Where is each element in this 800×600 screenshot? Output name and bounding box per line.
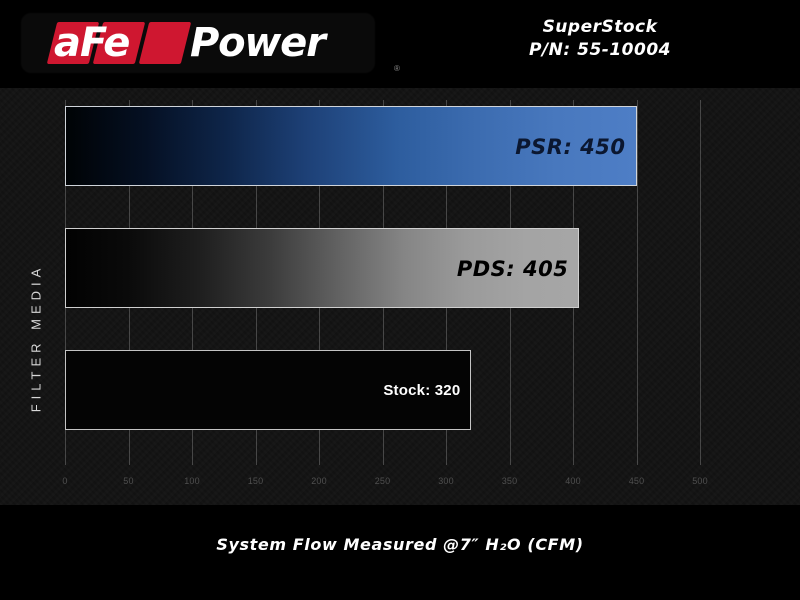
x-tick-label-350: 350 xyxy=(501,476,518,486)
x-tick-label-500: 500 xyxy=(692,476,708,486)
y-axis-title: FILTER MEDIA xyxy=(16,208,56,468)
chart-area: FILTER MEDIA PSR: 450 PDS: 405 Stock: 32… xyxy=(0,88,800,505)
bar-label-psr: PSR: 450 xyxy=(515,135,626,159)
footer-bar: System Flow Measured @7″ H₂O (CFM) xyxy=(0,505,800,600)
x-tick-label-100: 100 xyxy=(184,476,200,486)
plot-region: PSR: 450 PDS: 405 Stock: 320 xyxy=(65,100,701,465)
product-info: SuperStock P/N: 55-10004 xyxy=(430,16,770,62)
product-part-number: P/N: 55-10004 xyxy=(529,40,671,60)
x-tick-label-0: 0 xyxy=(62,476,68,486)
bar-pds[interactable]: PDS: 405 xyxy=(65,228,580,308)
header-bar: aFe Power ® SuperStock P/N: 55-10004 xyxy=(0,0,800,88)
bar-psr[interactable]: PSR: 450 xyxy=(65,106,637,186)
y-axis-title-text: FILTER MEDIA xyxy=(28,263,44,413)
bar-stock[interactable]: Stock: 320 xyxy=(65,350,472,430)
x-tick-label-200: 200 xyxy=(311,476,327,486)
x-tick-label-300: 300 xyxy=(438,476,454,486)
x-axis: 0 50 100 150 200 250 300 350 400 450 500 xyxy=(62,476,707,496)
x-tick-label-450: 450 xyxy=(628,476,645,486)
logo-text-power: Power xyxy=(190,20,326,66)
x-tick-label-250: 250 xyxy=(374,476,391,486)
afe-power-logo: aFe Power ® xyxy=(22,14,400,74)
product-name: SuperStock xyxy=(542,17,658,37)
x-axis-caption: System Flow Measured @7″ H₂O (CFM) xyxy=(216,535,584,554)
bar-label-pds: PDS: 405 xyxy=(456,257,569,281)
x-tick-label-150: 150 xyxy=(247,476,264,486)
x-tick-label-50: 50 xyxy=(123,476,134,486)
registered-trademark-icon: ® xyxy=(394,64,400,73)
logo-text-afe: aFe xyxy=(54,20,130,66)
bar-label-stock: Stock: 320 xyxy=(383,382,461,399)
gridline-500 xyxy=(700,100,701,465)
x-tick-label-400: 400 xyxy=(565,476,581,486)
gridline-450 xyxy=(636,100,638,465)
